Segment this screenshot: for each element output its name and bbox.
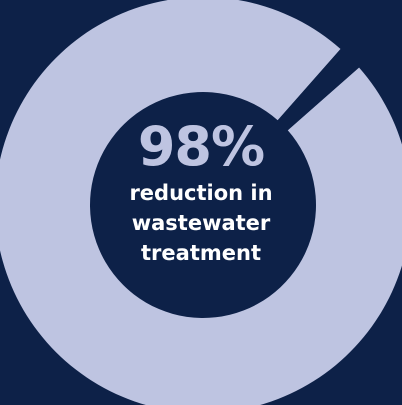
- caption-line-1: reduction in: [129, 181, 273, 205]
- percentage-value: 98%: [137, 115, 265, 178]
- caption-line-2: wastewater: [131, 211, 271, 235]
- donut-slice-gap: [277, 48, 360, 131]
- caption-line-3: treatment: [141, 241, 261, 265]
- center-label: 98% reduction in wastewater treatment: [101, 120, 301, 268]
